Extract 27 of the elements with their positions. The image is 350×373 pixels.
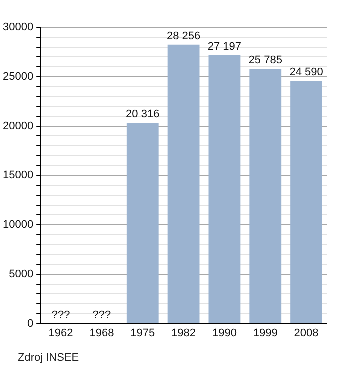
y-tick-label: 20000: [2, 120, 34, 132]
bar: [250, 69, 282, 324]
bar: [168, 44, 200, 324]
x-tick-label: 1982: [172, 327, 196, 340]
x-tick-label: 1999: [253, 327, 278, 340]
data-label: 27 197: [208, 40, 242, 53]
y-tick-label: 15000: [2, 170, 34, 182]
y-tick-label: 25000: [2, 71, 34, 83]
bar: [208, 55, 241, 324]
text: Zdroj INSEE: [18, 352, 80, 364]
text: ???: [92, 309, 112, 322]
y-tick-label: 10000: [2, 219, 34, 232]
x-tick-label: 1990: [212, 327, 237, 340]
y-tick-label: 30000: [2, 22, 34, 34]
data-label: 20 316: [126, 108, 160, 121]
y-tick-label: 0: [27, 318, 34, 330]
text: ???: [52, 309, 70, 322]
data-label: 24 590: [290, 66, 324, 79]
x-tick-label: 1975: [130, 327, 156, 340]
x-tick-label: 2008: [294, 327, 319, 340]
y-tick-label: 5000: [9, 268, 34, 280]
x-tick-label: 1962: [48, 327, 74, 340]
bar: [290, 81, 322, 324]
x-tick-label: 1968: [90, 327, 114, 340]
data-label: 28 256: [166, 30, 201, 42]
data-label: 25 785: [248, 54, 282, 67]
bar: [126, 123, 159, 324]
